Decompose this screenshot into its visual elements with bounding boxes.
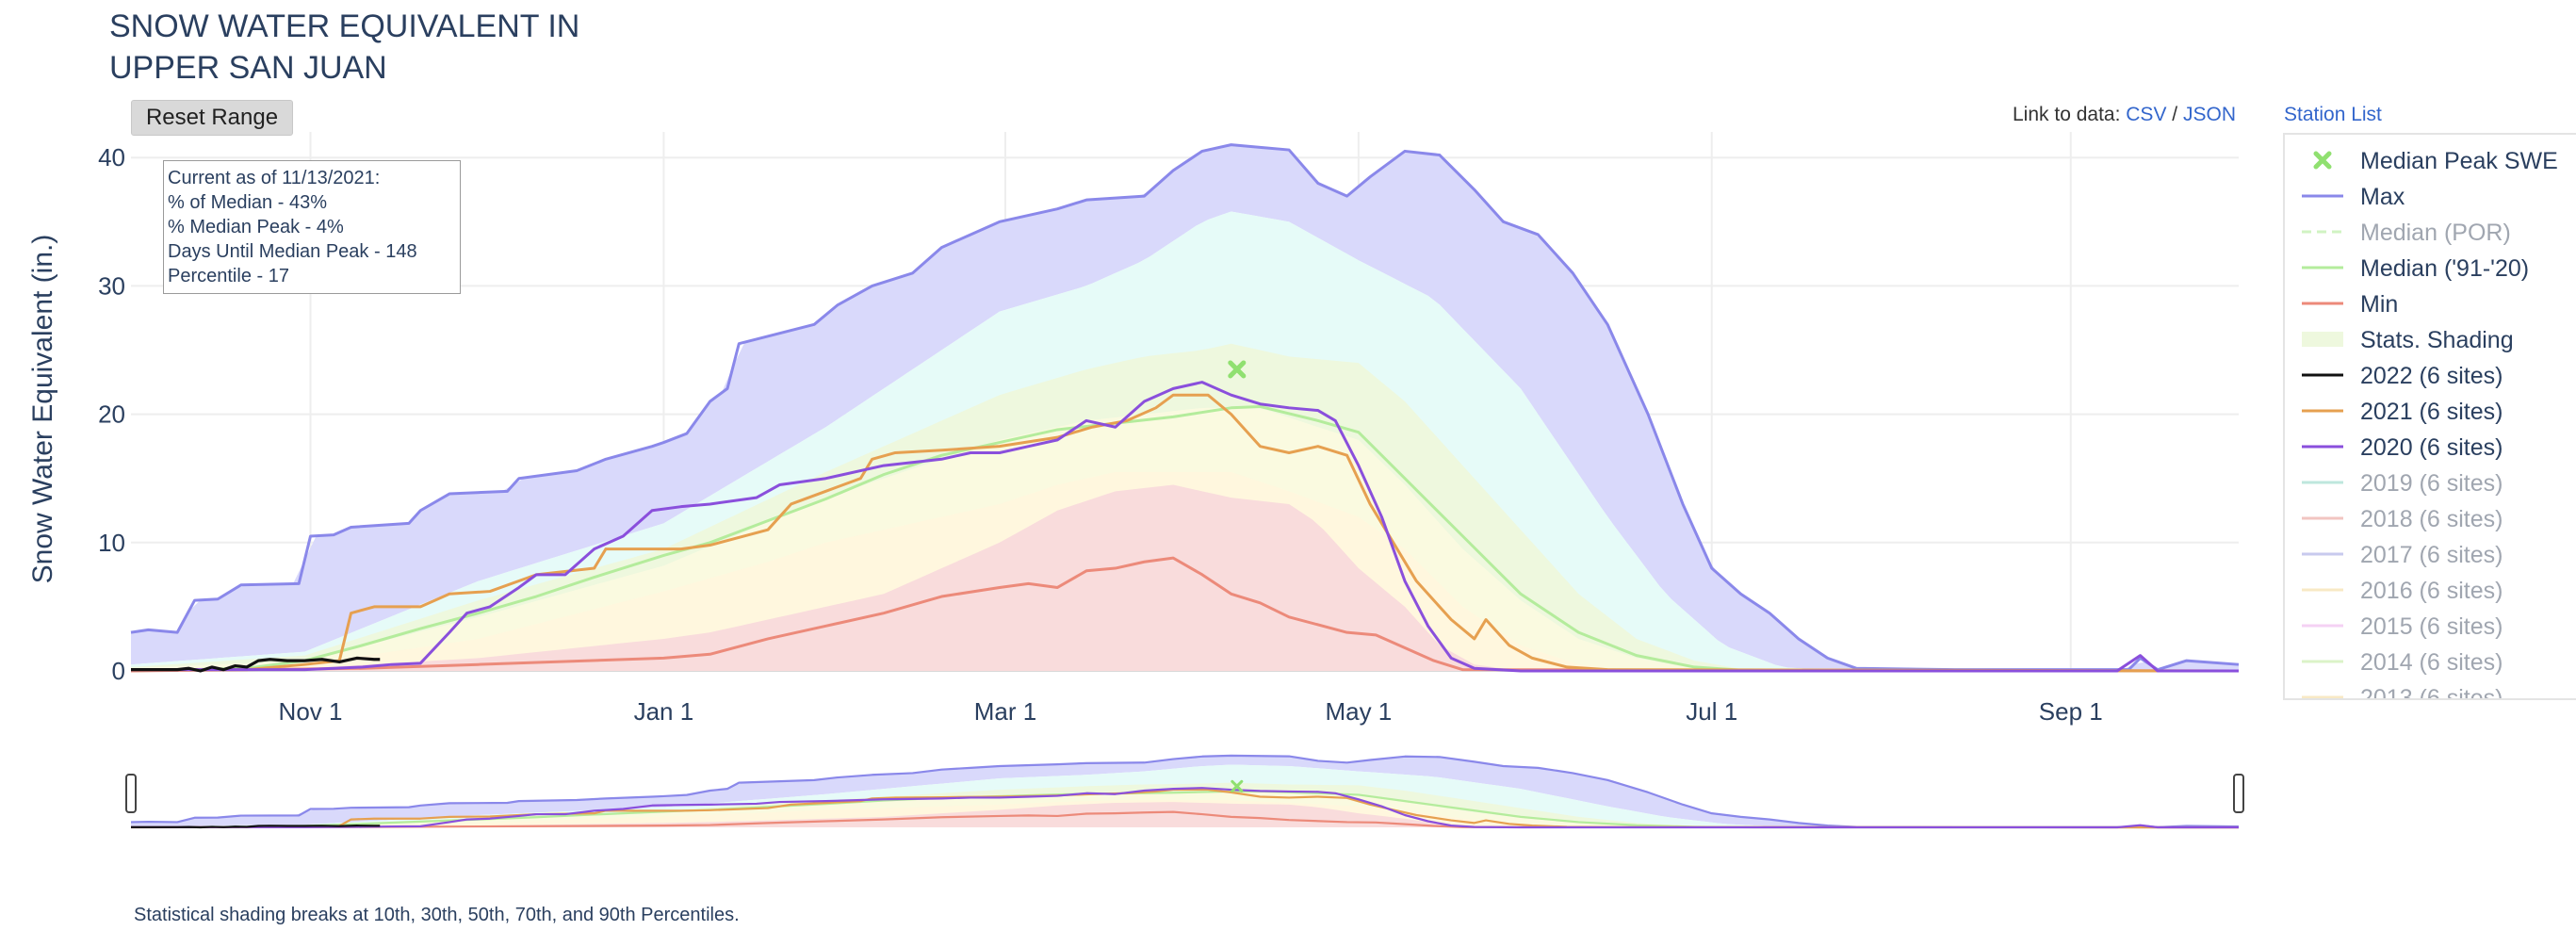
legend-item[interactable]: 2015 (6 sites) [2285, 608, 2576, 644]
max-band [131, 755, 2239, 827]
chart-title-line1: SNOW WATER EQUIVALENT IN [109, 8, 580, 44]
series-line-max [130, 143, 2240, 672]
main-plot: 0 10 20 30 40 Nov 1 Jan 1 Mar 1 May 1 Jul 1 Sep 1 [98, 132, 2240, 726]
y-tick-label: 0 [112, 657, 125, 685]
percentile-band-10th [131, 484, 2239, 671]
legend-label: 2021 (6 sites) [2360, 399, 2503, 425]
legend-item[interactable]: 2017 (6 sites) [2285, 536, 2576, 572]
legend-label: 2018 (6 sites) [2360, 506, 2503, 532]
legend-item[interactable]: 2014 (6 sites) [2285, 644, 2576, 679]
legend-swatch [2302, 194, 2343, 198]
series-line-y2022 [131, 656, 381, 673]
legend-swatch [2302, 266, 2343, 270]
legend-label: Max [2360, 184, 2405, 210]
legend-item[interactable]: 2020 (6 sites) [2285, 429, 2576, 465]
reset-range-button[interactable]: Reset Range [131, 100, 293, 136]
series-line-y2020 [131, 787, 2239, 829]
legend-label: 2016 (6 sites) [2360, 578, 2503, 604]
link-prefix: Link to data: [2013, 104, 2121, 125]
series-line-y2020 [131, 381, 2239, 673]
legend-item[interactable]: Median Peak SWE [2285, 142, 2576, 178]
range-handle-right[interactable] [2233, 774, 2244, 813]
csv-link[interactable]: CSV [2126, 104, 2167, 125]
legend-swatch [2302, 373, 2343, 377]
series-line-median_91_20 [130, 404, 2239, 673]
legend-item[interactable]: 2021 (6 sites) [2285, 393, 2576, 429]
y-tick-label: 40 [98, 143, 125, 172]
legend-swatch [2302, 302, 2343, 305]
legend-item[interactable]: Max [2285, 178, 2576, 214]
data-links: Link to data: CSV / JSON [2013, 104, 2236, 126]
chart-title-line2: UPPER SAN JUAN [109, 50, 387, 86]
legend-item[interactable]: 2016 (6 sites) [2285, 572, 2576, 608]
legend-swatch [2302, 588, 2343, 592]
y-tick-label: 20 [98, 400, 125, 429]
range-handle-left[interactable] [125, 774, 137, 813]
status-line-percentile: Percentile - 17 [168, 266, 289, 286]
series-line-min [130, 556, 2240, 673]
legend-item[interactable]: 2013 (6 sites) [2285, 679, 2576, 700]
x-tick-label: May 1 [1325, 697, 1392, 726]
percentile-band-10th [131, 802, 2239, 827]
series-line-min [130, 810, 2240, 829]
y-tick-label: 30 [98, 271, 125, 300]
legend-item[interactable]: 2018 (6 sites) [2285, 500, 2576, 536]
legend-label: Median Peak SWE [2360, 148, 2558, 174]
legend-label: 2022 (6 sites) [2360, 363, 2503, 389]
legend-swatch [2302, 660, 2343, 663]
y-tick-label: 10 [98, 529, 125, 557]
median-peak-marker[interactable] [1231, 779, 1244, 792]
json-link[interactable]: JSON [2182, 104, 2236, 125]
legend-swatch [2302, 516, 2343, 520]
link-separator: / [2172, 104, 2178, 125]
status-line-pct-median-peak: % Median Peak - 4% [168, 217, 344, 237]
status-line-days-until-peak: Days Until Median Peak - 148 [168, 241, 417, 262]
x-tick-label: Jul 1 [1686, 697, 1737, 726]
max-band [131, 144, 2239, 672]
legend-label: Median (POR) [2360, 220, 2511, 246]
x-tick-label: Mar 1 [974, 697, 1036, 726]
x-tick-label: Sep 1 [2039, 697, 2103, 726]
status-line-date: Current as of 11/13/2021: [168, 168, 381, 188]
chart-title: SNOW WATER EQUIVALENT IN UPPER SAN JUAN [109, 6, 579, 89]
legend-item[interactable]: 2022 (6 sites) [2285, 357, 2576, 393]
legend-swatch [2313, 151, 2332, 170]
x-tick-label: Jan 1 [634, 697, 694, 726]
status-line-pct-median: % of Median - 43% [168, 192, 327, 213]
legend-label: Min [2360, 291, 2399, 318]
shading-footnote: Statistical shading breaks at 10th, 30th… [134, 905, 740, 925]
status-box: Current as of 11/13/2021: % of Median - … [163, 160, 461, 294]
legend-item[interactable]: Stats. Shading [2285, 321, 2576, 357]
legend-item[interactable]: Median ('91-'20) [2285, 250, 2576, 286]
legend-swatch [2302, 230, 2343, 234]
legend-label: 2019 (6 sites) [2360, 470, 2503, 497]
legend-label: 2014 (6 sites) [2360, 649, 2503, 676]
legend-label: 2013 (6 sites) [2360, 685, 2503, 700]
legend-swatch [2302, 481, 2343, 484]
legend-item[interactable]: Median (POR) [2285, 214, 2576, 250]
legend-label: Stats. Shading [2360, 327, 2514, 353]
series-line-max [130, 754, 2240, 828]
legend-swatch [2302, 445, 2343, 449]
x-tick-label: Nov 1 [279, 697, 343, 726]
range-slider-plot[interactable] [125, 754, 2244, 829]
legend-swatch [2302, 695, 2343, 698]
legend-item[interactable]: 2019 (6 sites) [2285, 465, 2576, 500]
legend-label: 2017 (6 sites) [2360, 542, 2503, 568]
chart-legend: Median Peak SWE Max Median (POR) Median ('9… [2283, 133, 2576, 700]
legend-item[interactable]: Min [2285, 286, 2576, 321]
legend-swatch [2302, 624, 2343, 628]
station-list-link[interactable]: Station List [2284, 104, 2382, 125]
legend-swatch [2302, 409, 2343, 413]
legend-swatch [2302, 332, 2343, 347]
median-peak-marker[interactable] [1228, 360, 1247, 379]
series-line-y2022 [131, 825, 381, 829]
legend-label: 2020 (6 sites) [2360, 434, 2503, 461]
series-line-y2021 [131, 393, 2240, 673]
legend-label: 2015 (6 sites) [2360, 613, 2503, 640]
legend-swatch [2302, 552, 2343, 556]
legend-label: Median ('91-'20) [2360, 255, 2530, 282]
